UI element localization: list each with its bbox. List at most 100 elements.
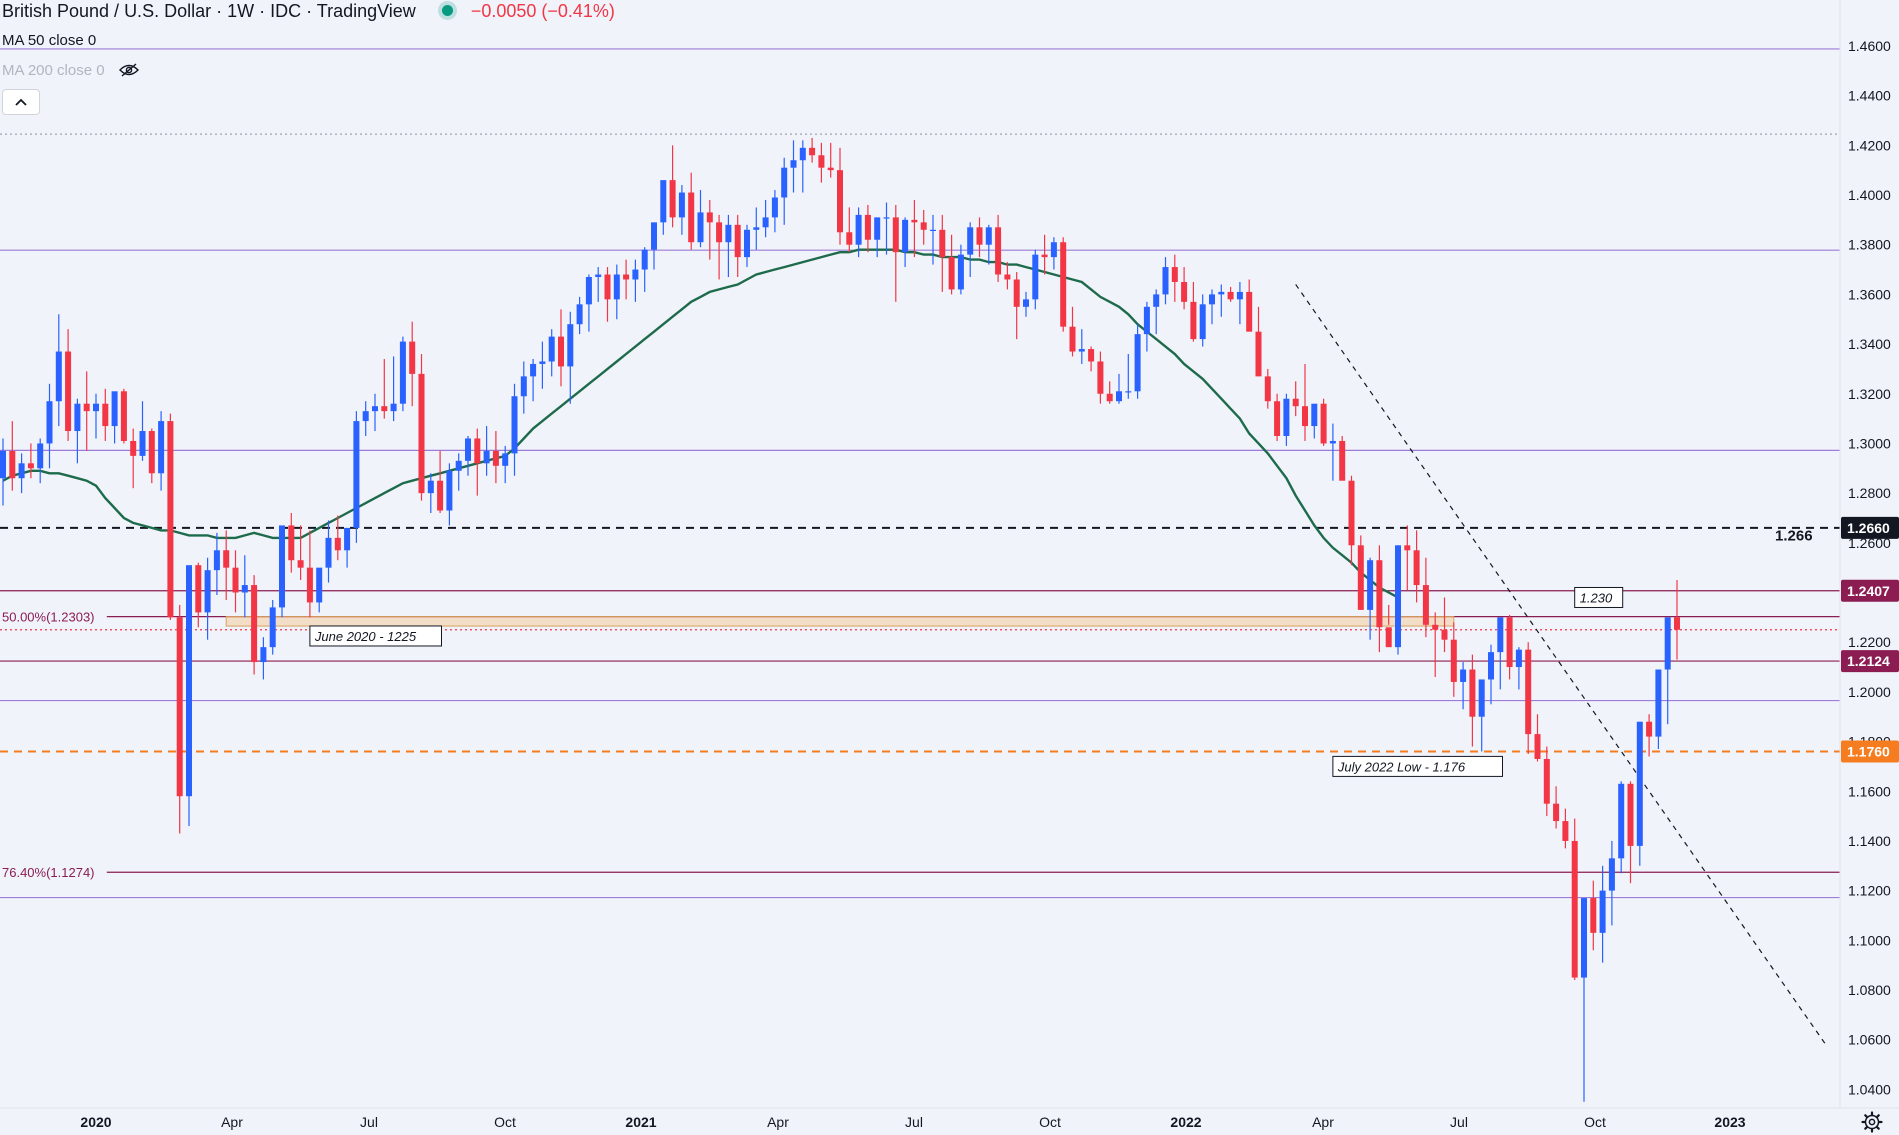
candle — [260, 637, 267, 680]
candle — [46, 383, 53, 469]
candle — [818, 142, 825, 183]
candle — [1023, 291, 1029, 317]
candle — [809, 137, 816, 163]
trendline-path[interactable] — [1295, 284, 1827, 1045]
candle-body — [864, 214, 871, 240]
ma200-legend[interactable]: MA 200 close 0 — [2, 62, 139, 79]
candle-body — [241, 585, 248, 593]
candle — [864, 204, 871, 253]
candle-body — [1525, 649, 1532, 735]
candle-body — [753, 227, 760, 230]
price-badge-text: 1.2407 — [1847, 583, 1890, 599]
candle-body — [232, 567, 239, 593]
candle — [1618, 781, 1625, 874]
zone-rect[interactable] — [225, 616, 1455, 627]
gear-icon[interactable] — [1861, 1111, 1883, 1133]
candle-body — [1553, 803, 1560, 822]
candle — [892, 204, 899, 302]
support-zone — [225, 616, 1455, 627]
candle-body — [18, 463, 25, 479]
candle — [1543, 746, 1550, 817]
ma50-legend[interactable]: MA 50 close 0 — [2, 32, 96, 49]
candle-body — [1646, 721, 1653, 737]
time-tick: Jul — [905, 1114, 923, 1130]
candle — [1581, 898, 1587, 1102]
candle-body — [660, 180, 667, 223]
candle-body — [55, 351, 62, 402]
annotation-0[interactable]: June 2020 - 1225 — [309, 625, 442, 647]
candle — [1571, 818, 1578, 981]
fib-label-bg — [0, 863, 107, 882]
candle — [139, 401, 146, 461]
trendline[interactable] — [1295, 284, 1827, 1045]
candle — [0, 438, 6, 506]
candle — [976, 217, 983, 258]
price-tick: 1.2000 — [1848, 684, 1891, 700]
time-tick: Jul — [360, 1114, 378, 1130]
candle — [1664, 617, 1671, 725]
candle-body — [1367, 560, 1374, 610]
annotation-2[interactable]: 1.230 — [1574, 586, 1624, 608]
candle-body — [492, 450, 499, 466]
time-axis[interactable]: 2020 Apr Jul Oct 2021 Apr Jul Oct 2022 Apr Jul Oct 2… — [80, 1114, 1745, 1130]
candle — [1376, 545, 1383, 653]
symbol-title[interactable]: British Pound / U.S. Dollar · 1W · IDC ·… — [2, 1, 416, 21]
candle-body — [697, 212, 704, 243]
annotation-3[interactable]: 1.266 — [1775, 527, 1813, 544]
candle — [362, 401, 369, 436]
candle-body — [827, 167, 834, 171]
candle — [1599, 865, 1606, 963]
collapse-legend-button[interactable] — [2, 89, 40, 115]
annotation-1[interactable]: July 2022 Low - 1.176 — [1332, 755, 1504, 777]
price-badge: 1.2124 — [1841, 650, 1899, 673]
candle — [1060, 237, 1067, 332]
candle-body — [1422, 585, 1429, 625]
candle-body — [204, 570, 211, 613]
candle-body — [1283, 398, 1290, 436]
candle-body — [604, 274, 611, 300]
ma50-label: MA 50 close 0 — [2, 32, 97, 49]
candle-body — [1506, 617, 1513, 668]
candle-body — [93, 403, 99, 412]
candle-body — [1218, 291, 1225, 295]
time-tick: 2022 — [1170, 1114, 1201, 1130]
candle — [558, 309, 564, 387]
price-badges: 1.2660 1.2407 1.2124 1.1760 — [1841, 516, 1899, 763]
candle — [1004, 262, 1011, 290]
candle-body — [725, 224, 732, 243]
annotation-text: 1.266 — [1775, 527, 1813, 544]
candle — [1497, 617, 1504, 690]
candle — [474, 428, 481, 496]
candle — [176, 604, 183, 834]
price-axis[interactable]: 1.4600 1.4400 1.4200 1.4000 1.3800 1.3600 1.34… — [1848, 38, 1891, 1097]
candle-body — [1413, 550, 1420, 586]
candle — [1190, 281, 1197, 342]
candle-body — [1209, 294, 1215, 305]
candle-body — [558, 336, 564, 367]
candle — [1013, 272, 1020, 340]
candle — [530, 358, 537, 402]
candle — [1404, 525, 1411, 591]
candle — [1209, 289, 1215, 325]
candle — [827, 142, 834, 178]
candle-body — [1106, 393, 1113, 402]
symbol-title-row[interactable]: British Pound / U.S. Dollar · 1W · IDC ·… — [2, 1, 615, 22]
candle-body — [120, 391, 127, 441]
candle-body — [1060, 242, 1067, 327]
candle — [1088, 346, 1095, 372]
candle-body — [1497, 617, 1504, 653]
candle-body — [269, 607, 276, 648]
candle — [1097, 351, 1104, 404]
candle — [1181, 267, 1188, 310]
candle-body — [669, 180, 676, 218]
candle — [269, 599, 276, 655]
annotation-box — [1574, 586, 1624, 608]
candle-body — [818, 155, 825, 168]
candle — [762, 199, 769, 238]
candle — [1395, 545, 1401, 655]
annotation-box — [1332, 755, 1504, 777]
candle-body — [511, 396, 518, 454]
eye-off-icon[interactable] — [118, 63, 139, 77]
candle-body — [799, 147, 806, 161]
